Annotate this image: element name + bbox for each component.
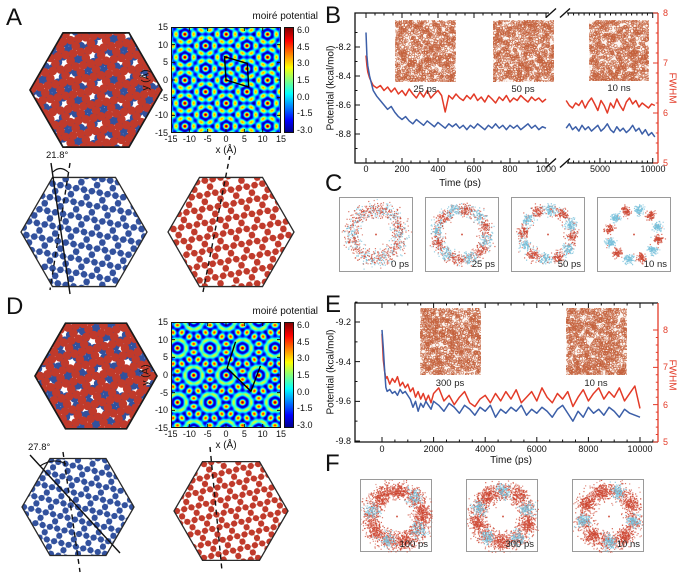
ring-scatter-C-25ps bbox=[426, 198, 498, 271]
snapshot-inset-B-50ps bbox=[493, 20, 554, 82]
panelD-colorbar-label: -1.5 bbox=[297, 403, 313, 414]
inset-label-B-50ps: 50 ps bbox=[511, 84, 535, 95]
panelA-map-xtick: 15 bbox=[275, 134, 287, 144]
bottom-layer-lattice-A bbox=[12, 156, 157, 296]
inset-label-E-10ns: 10 ns bbox=[584, 378, 608, 389]
snapshot-inset-E-10ns bbox=[566, 308, 627, 375]
panelA-map-xtick: 0 bbox=[223, 134, 229, 144]
ring-label-C-50ps: 50 ps bbox=[557, 259, 581, 270]
potential-fwhm-plot-E bbox=[340, 295, 682, 455]
bilayer-overlay-hexagon-D bbox=[26, 310, 166, 442]
ring-label-F-10ns: 10 ns bbox=[616, 539, 640, 550]
ring-frame-C-0ps: 0 ps bbox=[339, 197, 413, 272]
colorbar-D bbox=[284, 322, 294, 428]
panelD-map-xtick: 15 bbox=[275, 429, 287, 439]
moire-potential-map-D bbox=[171, 322, 281, 428]
panelA-map-xtick: 10 bbox=[257, 134, 268, 144]
panelA-map-xtick: 5 bbox=[241, 134, 247, 144]
ring-scatter-C-0ps bbox=[340, 198, 412, 271]
panelA-colorbar-label: -3.0 bbox=[297, 125, 313, 135]
panelD-colorbar-label: -3.0 bbox=[297, 420, 313, 430]
ring-frame-C-50ps: 50 ps bbox=[511, 197, 585, 272]
map-title-D: moiré potential bbox=[252, 306, 318, 317]
map-title-A: moiré potential bbox=[252, 11, 318, 22]
bottom-layer-lattice-D bbox=[12, 445, 157, 575]
map-xlabel-A: x (Å) bbox=[215, 145, 237, 156]
panelA-map-xtick: -5 bbox=[203, 134, 212, 144]
panelD-map-xtick: -15 bbox=[164, 429, 178, 439]
panel-label-E: E bbox=[325, 291, 342, 318]
panel-label-B: B bbox=[325, 2, 342, 29]
panelD-colorbar-label: 3.0 bbox=[297, 353, 310, 364]
ring-frame-C-25ps: 25 ps bbox=[425, 197, 499, 272]
panelD-colorbar-label: 6.0 bbox=[297, 320, 310, 330]
panelA-colorbar-label: 4.5 bbox=[297, 41, 310, 52]
panelA-colorbar-label: -1.5 bbox=[297, 108, 313, 119]
panel-label-A: A bbox=[6, 4, 23, 31]
snapshot-inset-B-25ps bbox=[395, 20, 456, 82]
ring-label-F-300ps: 300 ps bbox=[505, 539, 534, 550]
ring-frame-F-300ps: 300 ps bbox=[466, 479, 539, 553]
ring-scatter-F-10ns bbox=[573, 480, 645, 553]
panelA-colorbar-label: 1.5 bbox=[297, 75, 310, 85]
inset-label-B-25ps: 25 ps bbox=[413, 84, 437, 95]
panelD-colorbar-label: 0.0 bbox=[297, 386, 310, 397]
ring-label-F-100ps: 100 ps bbox=[399, 539, 428, 550]
inset-label-B-10ns: 10 ns bbox=[607, 83, 631, 94]
ring-scatter-F-100ps bbox=[361, 480, 433, 553]
ring-label-C-25ps: 25 ps bbox=[471, 259, 495, 270]
map-ylabel-A: y (Å) bbox=[140, 69, 152, 91]
bilayer-overlay-hexagon-A bbox=[26, 22, 166, 158]
panel-label-D: D bbox=[6, 293, 24, 320]
map-ylabel-D: y (Å) bbox=[140, 364, 152, 386]
plotE-xlabel: Time (ps) bbox=[490, 455, 532, 466]
panelA-map-xtick: -10 bbox=[182, 134, 196, 144]
ring-frame-F-10ns: 10 ns bbox=[572, 479, 645, 553]
moire-potential-map-A bbox=[171, 27, 281, 133]
ring-scatter-C-10ns bbox=[598, 198, 670, 271]
panelA-map-xtick: -15 bbox=[164, 134, 178, 144]
panelD-map-xtick: -10 bbox=[182, 429, 196, 439]
colorbar-A bbox=[284, 27, 294, 133]
ring-scatter-C-50ps bbox=[512, 198, 584, 271]
panelD-map-xtick: -5 bbox=[203, 429, 212, 439]
ring-frame-F-100ps: 100 ps bbox=[360, 479, 433, 553]
top-layer-lattice-A bbox=[160, 156, 305, 296]
top-layer-lattice-D bbox=[160, 445, 305, 575]
panel-label-F: F bbox=[325, 450, 340, 477]
plotB-ylabel-right: FWHM bbox=[666, 72, 678, 104]
plotB-ylabel-left: Potential (kcal/mol) bbox=[325, 45, 337, 131]
ring-scatter-F-300ps bbox=[467, 480, 539, 553]
panelA-colorbar-label: 6.0 bbox=[297, 25, 310, 35]
plotB-xlabel: Time (ps) bbox=[439, 178, 481, 189]
twist-angle-label-A: 21.8° bbox=[46, 150, 68, 161]
ring-label-C-10ns: 10 ns bbox=[643, 259, 667, 270]
panelD-map-xtick: 5 bbox=[241, 429, 247, 439]
ring-frame-C-10ns: 10 ns bbox=[597, 197, 671, 272]
snapshot-inset-E-300ps bbox=[420, 308, 481, 375]
plotE-ylabel-right: FWHM bbox=[666, 359, 678, 391]
inset-label-E-300ps: 300 ps bbox=[435, 378, 465, 389]
panelD-map-xtick: 0 bbox=[223, 429, 229, 439]
panelD-map-xtick: 10 bbox=[257, 429, 268, 439]
panelD-colorbar-label: 4.5 bbox=[297, 336, 310, 347]
panelA-colorbar-label: 3.0 bbox=[297, 58, 310, 69]
plotE-ylabel-left: Potential (kcal/mol) bbox=[325, 329, 337, 415]
panelA-colorbar-label: 0.0 bbox=[297, 91, 310, 102]
snapshot-inset-B-10ns bbox=[589, 20, 649, 81]
panel-label-C: C bbox=[325, 170, 343, 197]
panelD-colorbar-label: 1.5 bbox=[297, 370, 310, 380]
ring-label-C-0ps: 0 ps bbox=[391, 259, 409, 270]
